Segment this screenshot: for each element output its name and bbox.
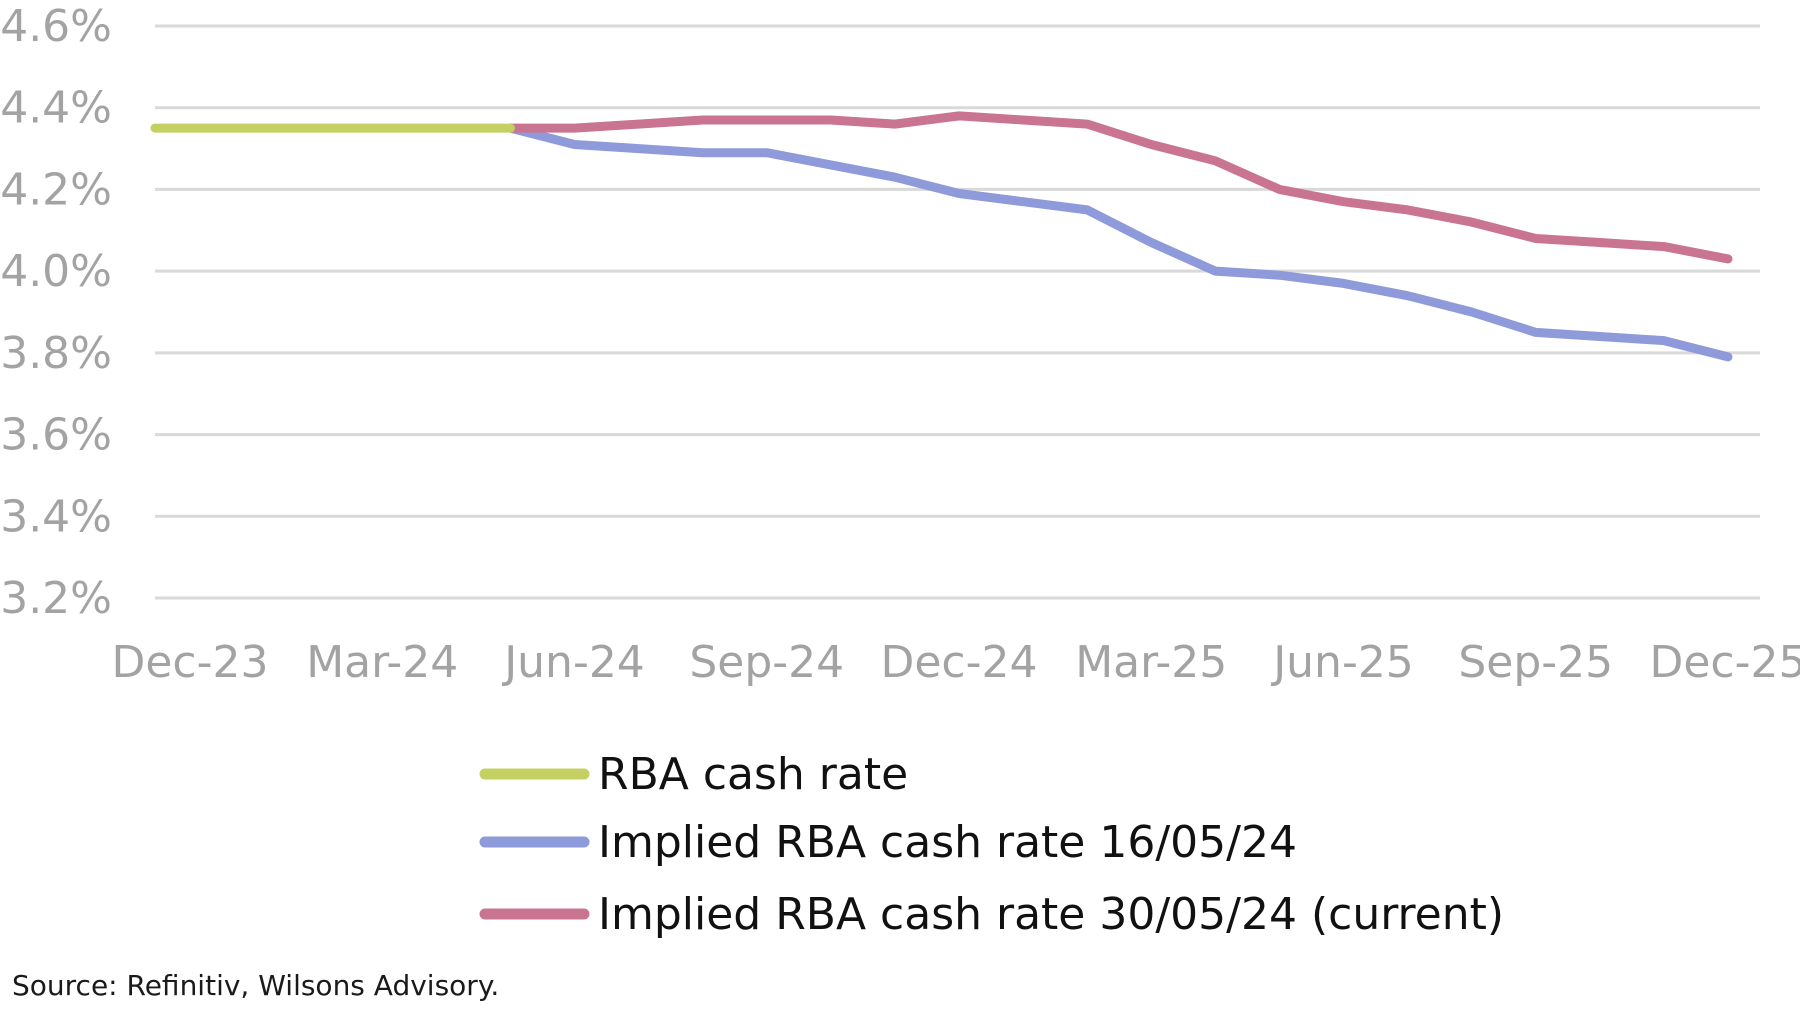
- y-tick-label: 4.2%: [0, 164, 112, 215]
- x-tick-label: Dec-23: [111, 637, 268, 688]
- y-tick-label: 4.0%: [0, 246, 112, 297]
- x-tick-label: Dec-25: [1649, 637, 1800, 688]
- x-tick-label: Mar-24: [306, 637, 458, 688]
- x-axis-tick-labels: Dec-23 Mar-24 Jun-24 Sep-24 Dec-24 Mar-25 Jun-…: [111, 637, 1800, 688]
- y-tick-label: 3.8%: [0, 328, 112, 379]
- x-tick-label: Mar-25: [1075, 637, 1227, 688]
- y-tick-label: 3.2%: [0, 573, 112, 624]
- x-tick-label: Jun-24: [501, 637, 645, 688]
- x-tick-label: Sep-24: [689, 637, 844, 688]
- x-tick-label: Sep-25: [1458, 637, 1613, 688]
- x-tick-label: Dec-24: [880, 637, 1037, 688]
- y-tick-label: 4.6%: [0, 1, 112, 52]
- series-lines: [150, 111, 1733, 362]
- y-tick-label: 3.6%: [0, 410, 112, 461]
- x-tick-label: Jun-25: [1270, 637, 1414, 688]
- legend: RBA cash rate Implied RBA cash rate 16/05…: [479, 749, 1504, 940]
- series-line-2: [505, 123, 1733, 362]
- y-tick-label: 3.4%: [0, 491, 112, 542]
- series-line-3: [505, 111, 1733, 264]
- source-note: Source: Refinitiv, Wilsons Advisory.: [12, 969, 499, 1002]
- y-tick-label: 4.4%: [0, 83, 112, 134]
- legend-label-2: Implied RBA cash rate 16/05/24: [598, 817, 1297, 868]
- y-axis-tick-labels: 3.2% 3.4% 3.6% 3.8% 4.0% 4.2% 4.4% 4.6%: [0, 1, 112, 624]
- legend-label-3: Implied RBA cash rate 30/05/24 (current): [598, 889, 1504, 940]
- legend-label-1: RBA cash rate: [598, 749, 908, 800]
